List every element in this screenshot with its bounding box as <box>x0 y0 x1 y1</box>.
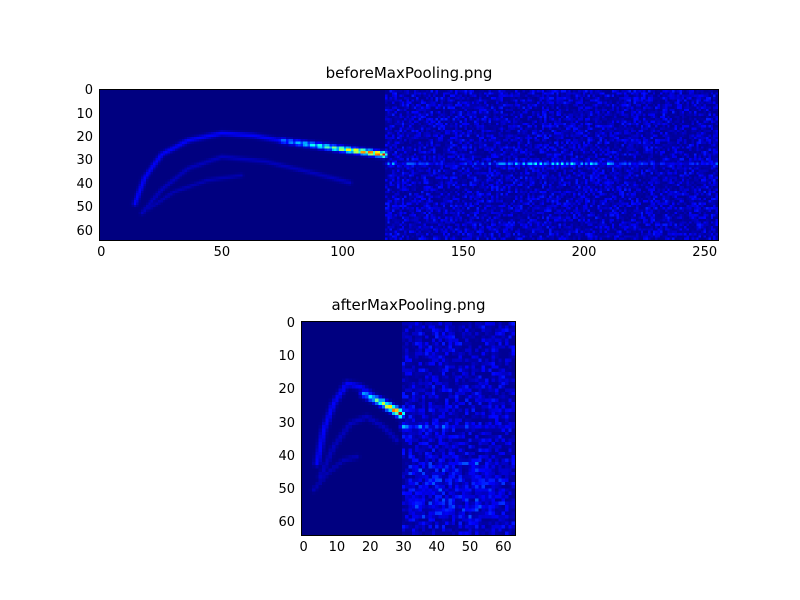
x-tick-label: 50 <box>461 540 479 555</box>
before-heatmap-canvas <box>100 90 718 240</box>
y-tick-label: 20 <box>76 129 93 145</box>
y-tick-label: 50 <box>76 200 93 216</box>
y-tick-label: 20 <box>278 382 295 398</box>
x-tick-label: 60 <box>495 540 512 555</box>
x-tick-label: 150 <box>450 245 476 260</box>
after-plot-title: afterMaxPooling.png <box>331 296 486 314</box>
x-tick-label: 10 <box>328 540 346 555</box>
y-tick-label: 40 <box>76 176 93 192</box>
after-heatmap-image <box>301 321 516 536</box>
x-tick-label: 0 <box>299 540 308 555</box>
x-tick-label: 30 <box>395 540 412 555</box>
y-tick-label: 60 <box>76 223 93 239</box>
x-tick-label: 250 <box>692 245 718 260</box>
y-tick-label: 30 <box>76 153 93 169</box>
before-heatmap-image <box>99 89 719 241</box>
x-tick-label: 20 <box>361 540 379 555</box>
y-tick-label: 50 <box>278 481 295 497</box>
y-tick-label: 40 <box>278 448 295 464</box>
x-tick-label: 0 <box>97 245 106 260</box>
y-tick-label: 0 <box>84 83 93 99</box>
y-tick-label: 0 <box>286 315 295 331</box>
y-tick-label: 30 <box>278 415 295 431</box>
y-tick-label: 10 <box>278 348 295 364</box>
x-tick-label: 50 <box>213 245 231 260</box>
y-tick-label: 60 <box>278 515 295 531</box>
y-tick-label: 10 <box>76 106 93 122</box>
x-tick-label: 100 <box>330 245 356 260</box>
x-tick-label: 40 <box>428 540 446 555</box>
after-heatmap-canvas <box>302 322 515 535</box>
before-plot-title: beforeMaxPooling.png <box>325 64 493 82</box>
x-tick-label: 200 <box>571 245 597 260</box>
